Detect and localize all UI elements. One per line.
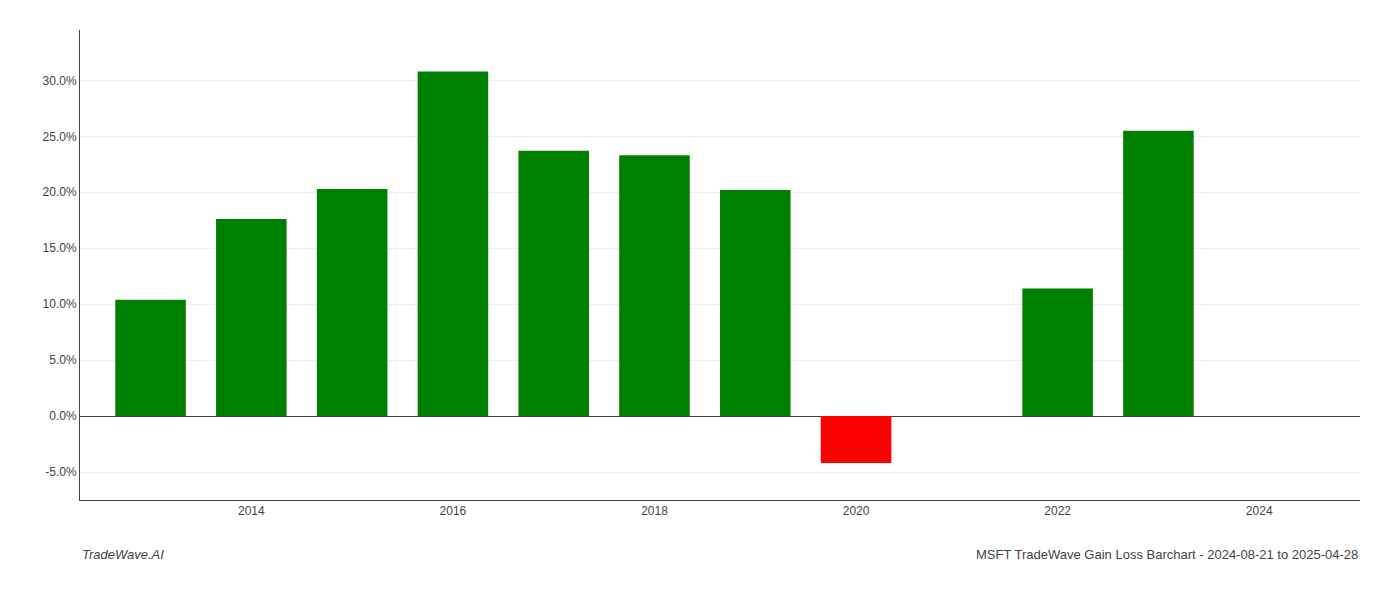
svg-text:2018: 2018 xyxy=(641,504,668,518)
svg-text:10.0%: 10.0% xyxy=(43,297,77,311)
svg-text:5.0%: 5.0% xyxy=(49,353,77,367)
svg-text:15.0%: 15.0% xyxy=(43,241,77,255)
svg-text:2022: 2022 xyxy=(1044,504,1071,518)
svg-text:30.0%: 30.0% xyxy=(43,74,77,88)
svg-text:2016: 2016 xyxy=(440,504,467,518)
svg-text:20.0%: 20.0% xyxy=(43,185,77,199)
svg-text:0.0%: 0.0% xyxy=(49,409,77,423)
svg-text:2024: 2024 xyxy=(1246,504,1273,518)
svg-text:-5.0%: -5.0% xyxy=(45,465,77,479)
svg-text:TradeWave.AI: TradeWave.AI xyxy=(82,547,164,562)
svg-text:2014: 2014 xyxy=(238,504,265,518)
svg-text:MSFT TradeWave Gain Loss Barch: MSFT TradeWave Gain Loss Barchart - 2024… xyxy=(976,547,1358,562)
svg-text:25.0%: 25.0% xyxy=(43,130,77,144)
svg-text:2020: 2020 xyxy=(843,504,870,518)
